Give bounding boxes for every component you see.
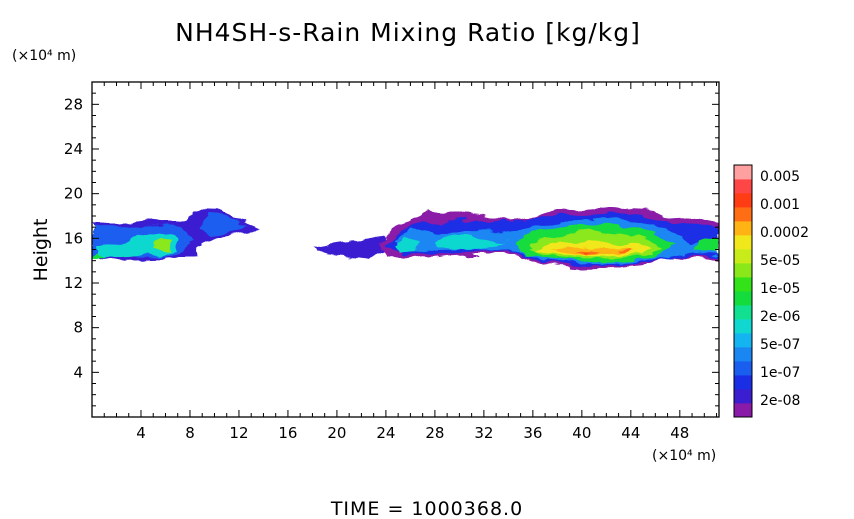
- colorbar-swatch: [734, 319, 752, 334]
- field-contour: [395, 237, 421, 254]
- colorbar-label: 0.001: [760, 197, 800, 213]
- colorbar-swatch: [734, 277, 752, 292]
- y-tick-label: 20: [64, 185, 83, 203]
- field-contour: [96, 231, 177, 259]
- x-tick-label: 36: [523, 424, 542, 442]
- colorbar-frame: [733, 164, 753, 418]
- x-tick-label: 28: [425, 424, 444, 442]
- colorbar-swatch: [734, 249, 752, 264]
- x-tick-label: 12: [229, 424, 248, 442]
- colorbar-swatch: [734, 361, 752, 376]
- colorbar-swatch: [734, 179, 752, 194]
- colorbar-label: 2e-06: [760, 309, 800, 325]
- colorbar-label: 0.005: [760, 169, 800, 185]
- field-contour: [694, 238, 719, 252]
- field-contour: [199, 216, 247, 235]
- x-tick-label: 8: [185, 424, 195, 442]
- y-tick-label: 12: [64, 274, 83, 292]
- field-contour: [434, 236, 506, 250]
- x-tick-label: 20: [327, 424, 346, 442]
- colorbar-swatch: [734, 165, 752, 180]
- y-tick-label: 8: [73, 319, 83, 337]
- colorbar-label: 5e-05: [760, 253, 800, 269]
- x-tick-label: 40: [572, 424, 591, 442]
- y-tick-label: 24: [64, 140, 83, 158]
- y-axis: 4 8 12 16 20 24 28: [64, 92, 719, 407]
- colorbar-label: 5e-07: [760, 337, 800, 353]
- colorbar-swatch: [734, 375, 752, 390]
- colorbar-swatch: [734, 291, 752, 306]
- colorbar: 0.005 0.001 0.0002 5e-05 1e-05 2e-06 5e-07 1e-0…: [733, 164, 809, 418]
- colorbar-swatch: [734, 333, 752, 348]
- field-contour: [150, 239, 171, 251]
- x-tick-label: 44: [621, 424, 640, 442]
- x-tick-label: 32: [474, 424, 493, 442]
- colorbar-label: 1e-07: [760, 365, 800, 381]
- colorbar-swatch: [734, 235, 752, 250]
- colorbar-swatch: [734, 193, 752, 208]
- field-contour: [92, 254, 110, 260]
- colorbar-label: 0.0002: [760, 225, 809, 241]
- colorbar-swatch: [734, 305, 752, 320]
- field-contour: [616, 248, 631, 253]
- field-contour: [312, 236, 389, 259]
- colorbar-swatch: [734, 403, 752, 418]
- colorbar-label: 2e-08: [760, 393, 800, 409]
- colorbar-swatch: [734, 263, 752, 278]
- time-footer: TIME = 1000368.0: [330, 498, 523, 519]
- mixing-ratio-field: [92, 207, 719, 269]
- x-tick-label: 4: [136, 424, 146, 442]
- field-contour: [584, 250, 591, 253]
- colorbar-label: 1e-05: [760, 281, 800, 297]
- x-axis: 4 8 12 16 20 24 28 32 36 40 44 48: [103, 82, 718, 442]
- y-axis-label: Height: [30, 219, 52, 282]
- x-unit-label: (×10⁴ m): [652, 448, 716, 464]
- colorbar-swatch: [734, 347, 752, 362]
- x-tick-label: 24: [376, 424, 395, 442]
- y-tick-label: 16: [64, 229, 83, 247]
- y-tick-label: 28: [64, 95, 83, 113]
- colorbar-swatch: [734, 207, 752, 222]
- colorbar-swatch: [734, 221, 752, 236]
- y-tick-label: 4: [73, 363, 83, 381]
- x-tick-label: 48: [670, 424, 689, 442]
- chart-title: NH4SH-s-Rain Mixing Ratio [kg/kg]: [175, 18, 641, 47]
- colorbar-swatch: [734, 389, 752, 404]
- y-unit-label: (×10⁴ m): [12, 48, 76, 64]
- x-tick-label: 16: [278, 424, 297, 442]
